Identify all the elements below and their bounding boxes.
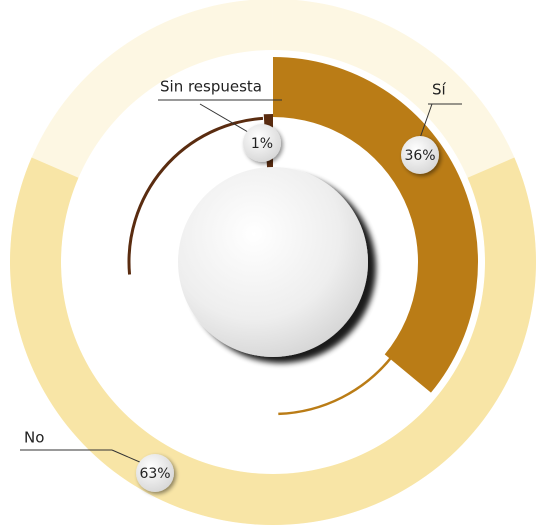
segment (9, 157, 536, 526)
value-bubble (243, 124, 281, 162)
leader-line (419, 103, 433, 139)
leader-line (111, 449, 143, 464)
value-label: 1% (251, 136, 273, 152)
deco-arc (127, 116, 264, 275)
value-label: 36% (404, 148, 435, 164)
value-bubble (136, 454, 174, 492)
deco-arc (278, 354, 394, 416)
category-label: Sin respuesta (160, 78, 262, 96)
leader-line (199, 103, 249, 133)
center-sphere (178, 167, 368, 357)
labels: Sí 36% No 63% Sin respuesta 1% (20, 78, 462, 492)
value-bubble (401, 136, 439, 174)
decorations (127, 116, 394, 416)
category-label: No (24, 429, 44, 447)
value-label: 63% (139, 466, 170, 482)
category-label: Sí (432, 81, 447, 99)
